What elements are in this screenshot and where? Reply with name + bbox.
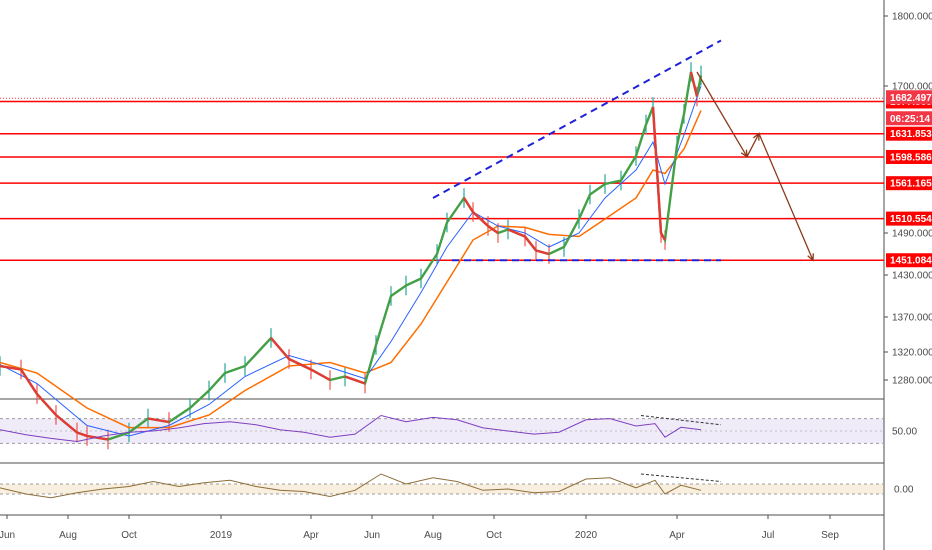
time-tick-label: 2020 — [575, 530, 598, 541]
projection-segment[interactable] — [696, 71, 748, 158]
price-tick-label: 1490.000 — [892, 229, 932, 240]
level-price-tag: 1561.165 — [890, 179, 932, 190]
drawings-layer — [432, 39, 814, 482]
price-tick-label: 1800.000 — [892, 12, 932, 23]
horizontal-levels — [0, 97, 884, 261]
level-price-tag-bg — [886, 211, 932, 226]
current-price-tag: 1682.497 — [890, 93, 932, 104]
price-segment-down — [310, 368, 331, 382]
level-price-tag: 1451.084 — [890, 256, 932, 267]
time-tick-label: Aug — [424, 530, 442, 541]
price-segment-down — [55, 414, 78, 434]
price-segment-down — [487, 225, 499, 234]
momentum-band — [0, 484, 884, 494]
price-segment-down — [524, 235, 537, 252]
price-segment-down — [344, 375, 366, 385]
price-segment-down — [689, 71, 699, 97]
fast-moving-average — [0, 85, 702, 437]
rsi-divergence-line[interactable] — [640, 415, 722, 426]
trendline[interactable] — [432, 39, 722, 199]
price-segment-down — [86, 434, 109, 441]
price-segment-down — [19, 368, 39, 395]
price-tick-label: 1280.000 — [892, 376, 932, 387]
axis-layer: 1800.000 1700.000 1490.000 1430.000 1370.000… — [0, 12, 932, 541]
momentum-tick-label: 0.00 — [894, 485, 914, 496]
level-price-tag-bg — [886, 149, 932, 164]
level-price-tag-bg — [886, 126, 932, 141]
price-segment-down — [288, 357, 312, 371]
time-tick-label: Jun — [364, 530, 380, 541]
countdown-tag: 06:25:14 — [890, 114, 930, 125]
level-price-tag: 1598.586 — [890, 152, 932, 163]
price-segment-down — [147, 417, 170, 424]
price-segment-down — [0, 364, 22, 371]
countdown-tag-bg — [886, 111, 932, 126]
current-price-tag-bg — [886, 90, 932, 105]
time-tick-label: Oct — [121, 530, 137, 541]
rsi-tick-label: 50.00 — [892, 427, 917, 438]
projection-arrowhead — [807, 253, 814, 262]
time-tick-label: 2019 — [210, 530, 233, 541]
price-segment-down — [659, 232, 667, 241]
projection-segment[interactable] — [746, 133, 760, 157]
price-segment-down — [507, 228, 526, 238]
rsi-line — [0, 414, 702, 443]
time-tick-label: Apr — [303, 530, 319, 541]
price-segment-down — [472, 211, 489, 227]
price-segment-down — [535, 249, 550, 256]
price-tick-label: 1430.000 — [892, 271, 932, 282]
momentum-line — [0, 473, 702, 499]
level-price-tag: 1510.554 — [890, 214, 932, 225]
price-segment-down — [651, 106, 663, 234]
price-tick-label: 1700.000 — [892, 82, 932, 93]
price-segment-down — [76, 431, 88, 438]
level-price-tag-bg — [886, 253, 932, 268]
time-tick-label: Jun — [0, 530, 15, 541]
time-tick-label: Sep — [821, 530, 839, 541]
series-layer — [0, 62, 703, 499]
projection-segment[interactable] — [758, 133, 814, 261]
price-tick-label: 1370.000 — [892, 313, 932, 324]
grid-layer — [0, 0, 885, 550]
time-tick-label: Oct — [486, 530, 502, 541]
level-price-tag: 1631.853 — [890, 129, 932, 140]
time-tick-label: Aug — [59, 530, 77, 541]
momentum-divergence-line[interactable] — [640, 473, 722, 482]
price-segment-down — [270, 337, 290, 360]
time-tick-label: Jul — [762, 530, 775, 541]
level-price-tag-bg — [886, 176, 932, 191]
price-segment-down — [36, 393, 57, 416]
price-tick-label: 1320.000 — [892, 348, 932, 359]
price-segment-down — [462, 197, 475, 213]
time-tick-label: Apr — [669, 530, 685, 541]
